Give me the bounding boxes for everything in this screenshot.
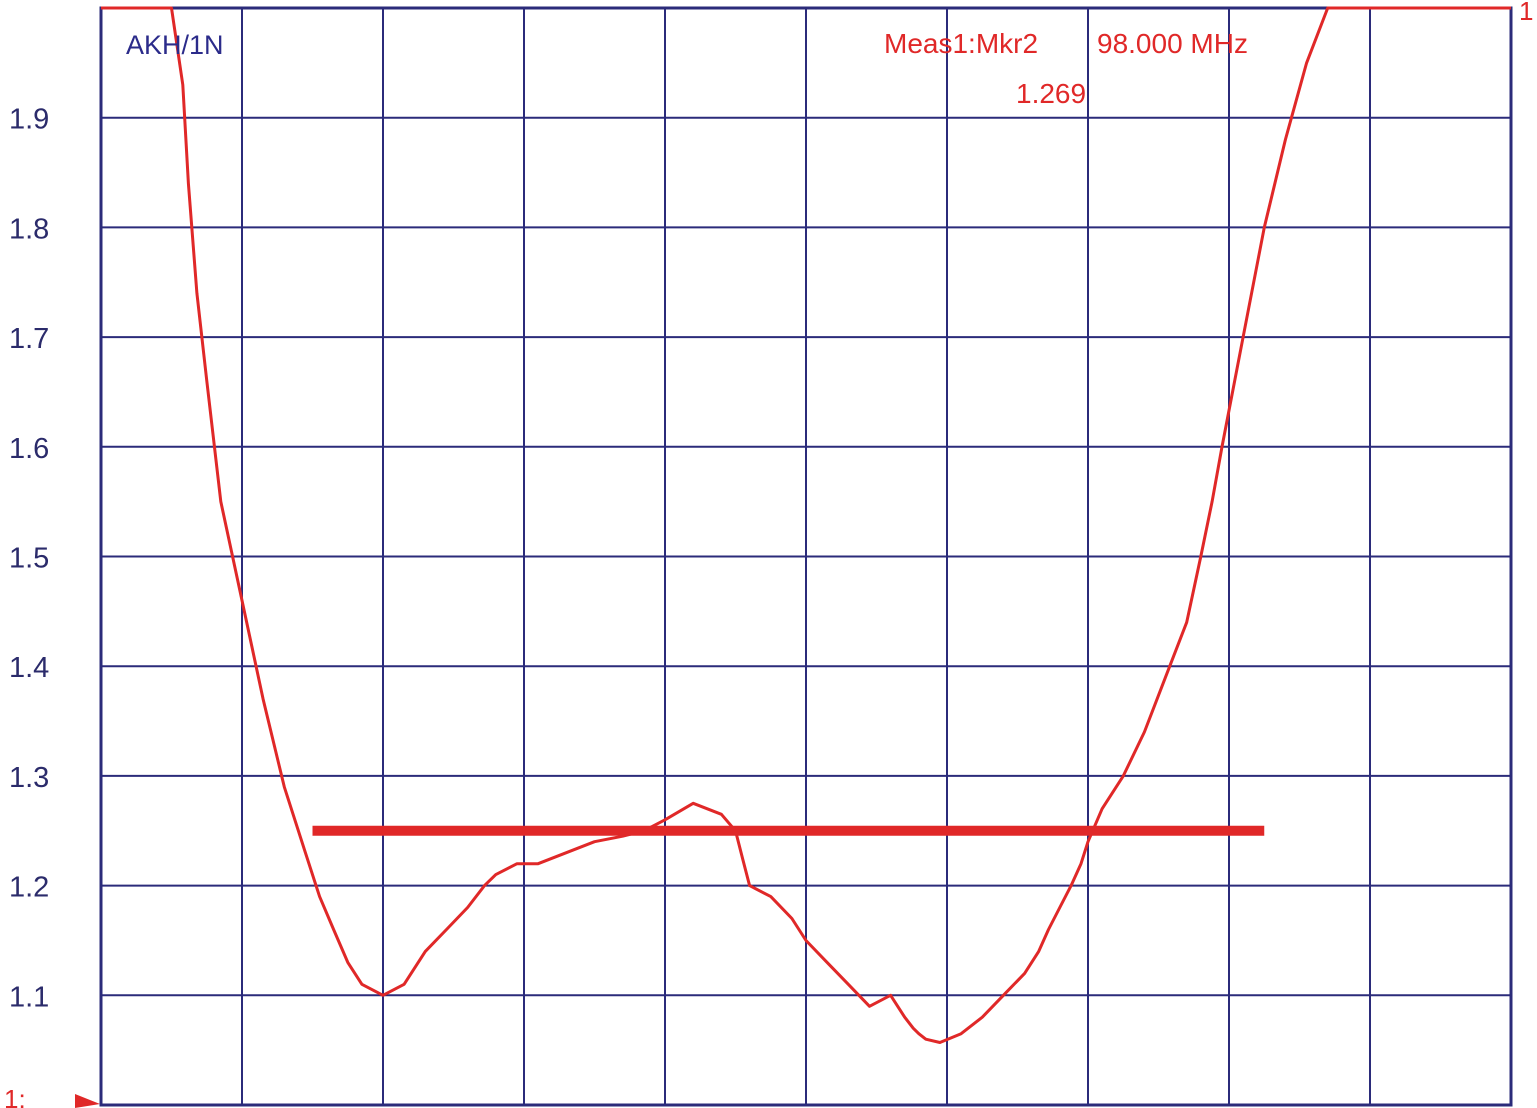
y-tick-label: 1.9 [9,104,49,136]
marker-value: 1.269 [1016,78,1086,109]
trace-line [101,6,1511,1044]
y-tick-label: 1.5 [9,543,49,575]
plot-grid [99,6,1513,1107]
marker-name: Meas1:Mkr2 [884,28,1038,59]
y-tick-label: 1.3 [9,762,49,794]
y-axis-ticks: 1.1 1.2 1.3 1.4 1.5 1.6 1.7 1.8 1.9 [9,104,49,1014]
y-tick-label: 1.8 [9,213,49,245]
y-tick-label: 1.6 [9,433,49,465]
y-tick-label: 1.1 [9,981,49,1013]
trace-label: AKH/1N [126,30,224,60]
right-edge-label: 1 [1519,0,1533,26]
marker-frequency: 98.000 MHz [1097,28,1248,59]
reference-level-label: 1: [4,1084,26,1108]
y-tick-label: 1.4 [9,652,49,684]
measurement-trace [101,6,1511,1044]
reference-level-arrow-icon [75,1094,100,1108]
y-tick-label: 1.7 [9,323,49,355]
y-tick-label: 1.2 [9,872,49,904]
